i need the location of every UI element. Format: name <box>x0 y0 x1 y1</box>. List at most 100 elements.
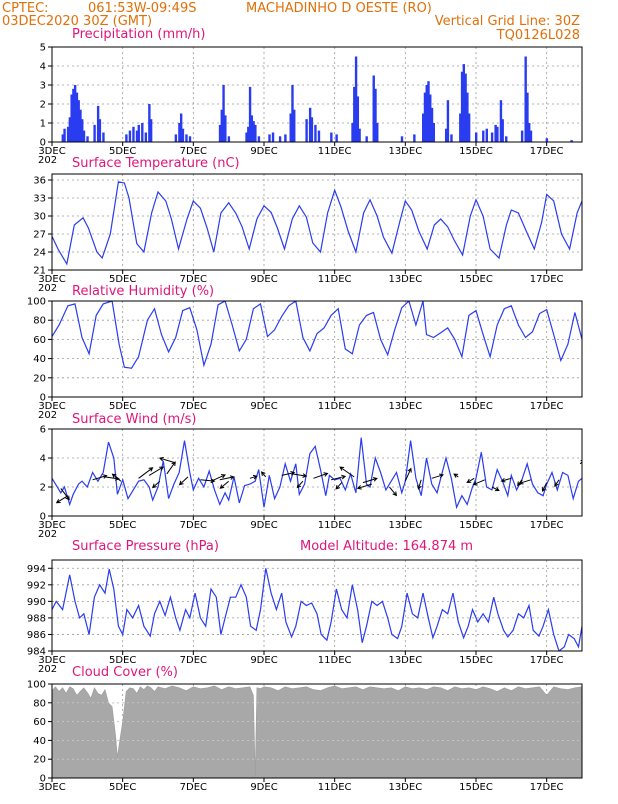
x-tick-label: 5DEC <box>109 401 136 412</box>
x-tick-label: 9DEC <box>250 146 277 157</box>
y-tick-label: 2 <box>40 100 46 111</box>
y-tick-label: 0 <box>40 774 46 785</box>
precip-bar <box>475 132 478 142</box>
series-group <box>52 685 582 778</box>
x-year-label: 202 <box>38 155 57 166</box>
precip-bar <box>63 128 66 142</box>
precip-bar <box>98 119 102 142</box>
x-tick-label: 5DEC <box>109 274 136 285</box>
precip-bar <box>490 132 494 142</box>
panel-0: Precipitation (mm/h) 0 1 2 3 4 5 3DEC 5DEC 7DEC 9D… <box>38 27 583 166</box>
x-tick-label: 13DEC <box>388 655 422 666</box>
precip-bar <box>291 85 294 142</box>
precip-bar <box>257 136 261 142</box>
precip-bar <box>317 130 321 142</box>
grid <box>52 47 582 142</box>
x-tick-label: 13DEC <box>388 401 422 412</box>
precip-bar <box>462 64 466 142</box>
precip-bar <box>181 128 185 142</box>
cloud-cover-area <box>52 685 582 778</box>
x-tick-label: 7DEC <box>180 520 207 531</box>
plot-frame <box>51 173 583 271</box>
precip-bar <box>335 134 338 142</box>
plot-frame <box>51 300 583 398</box>
x-tick-label: 13DEC <box>388 274 422 285</box>
precip-bar <box>218 124 222 142</box>
precip-bar <box>459 113 462 142</box>
precip-bar <box>227 136 231 142</box>
wind-arrow <box>356 483 372 490</box>
wind-arrow <box>158 456 175 463</box>
x-tick-label: 9DEC <box>250 520 277 531</box>
y-tick-label: 2 <box>40 483 46 494</box>
precip-bar <box>501 119 504 142</box>
x-tick-label: 17DEC <box>530 274 564 285</box>
x-tick-label: 7DEC <box>180 146 207 157</box>
wind-arrow <box>148 466 165 476</box>
precip-bar <box>293 109 296 142</box>
series-group <box>52 568 582 651</box>
x-tick-label: 13DEC <box>388 520 422 531</box>
wind-arrow <box>491 486 500 492</box>
precip-bar <box>82 130 86 142</box>
x-tick-label: 17DEC <box>530 655 564 666</box>
precip-bar <box>137 124 140 142</box>
precip-bar <box>423 92 427 142</box>
x-tick-label: 17DEC <box>530 401 564 412</box>
precip-bar <box>75 92 79 142</box>
y-tick-label: 988 <box>27 613 46 624</box>
precip-bar <box>86 136 89 142</box>
wind-arrow <box>138 467 154 479</box>
precip-bar <box>61 134 64 142</box>
x-year-label: 202 <box>38 410 57 421</box>
precip-bar <box>128 130 132 142</box>
wind-arrow <box>466 477 475 484</box>
wind-arrow <box>260 471 267 478</box>
wind-arrow <box>178 476 189 486</box>
wind-arrow <box>330 474 347 481</box>
x-tick-label: 13DEC <box>388 782 422 793</box>
precip-bar <box>70 94 73 142</box>
panel-5: Cloud Cover (%) 0 20 40 60 80 100 3DEC 5DEC 7DEC 9… <box>27 665 583 793</box>
x-tick-label: 15DEC <box>459 401 493 412</box>
precip-bar <box>422 113 425 142</box>
wind-arrow <box>313 472 329 479</box>
plot-frame <box>51 559 583 652</box>
wind-arrow <box>453 473 459 478</box>
wind-arrow <box>389 486 398 497</box>
precip-bar <box>79 109 82 142</box>
header-grid-line: Vertical Grid Line: 30Z <box>435 14 580 29</box>
precip-bar <box>524 56 527 142</box>
precip-bar <box>308 107 312 142</box>
x-tick-label: 17DEC <box>530 782 564 793</box>
precip-bar <box>351 123 354 142</box>
y-tick-label: 4 <box>40 62 46 73</box>
y-tick-label: 40 <box>33 354 46 365</box>
series-line <box>52 437 582 510</box>
wind-arrow <box>92 474 108 481</box>
wind-arrow <box>292 473 308 478</box>
precip-bar <box>132 126 135 142</box>
precip-bar <box>268 134 271 142</box>
precip-bar <box>185 134 188 142</box>
x-tick-label: 17DEC <box>530 146 564 157</box>
precip-bar <box>248 86 252 142</box>
y-tick-label: 20 <box>33 373 46 384</box>
x-tick-label: 9DEC <box>250 655 277 666</box>
x-tick-label: 9DEC <box>250 401 277 412</box>
plot-frame <box>51 428 583 517</box>
y-tick-label: 36 <box>33 176 46 187</box>
panel-title: Relative Humidity (%) <box>72 284 214 299</box>
x-tick-label: 5DEC <box>109 146 136 157</box>
precip-bar <box>485 128 488 142</box>
y-tick-label: 33 <box>33 194 46 205</box>
wind-arrow <box>296 480 304 489</box>
panel-2: Relative Humidity (%) 0 20 40 60 80 100 3DEC 5DE… <box>27 284 583 421</box>
precip-bar <box>72 88 75 142</box>
wind-arrow <box>166 461 176 475</box>
precip-bar <box>245 132 248 142</box>
y-tick-label: 3 <box>40 81 46 92</box>
precip-bar <box>466 92 469 142</box>
x-tick-label: 11DEC <box>318 274 352 285</box>
wind-arrow <box>518 479 531 485</box>
